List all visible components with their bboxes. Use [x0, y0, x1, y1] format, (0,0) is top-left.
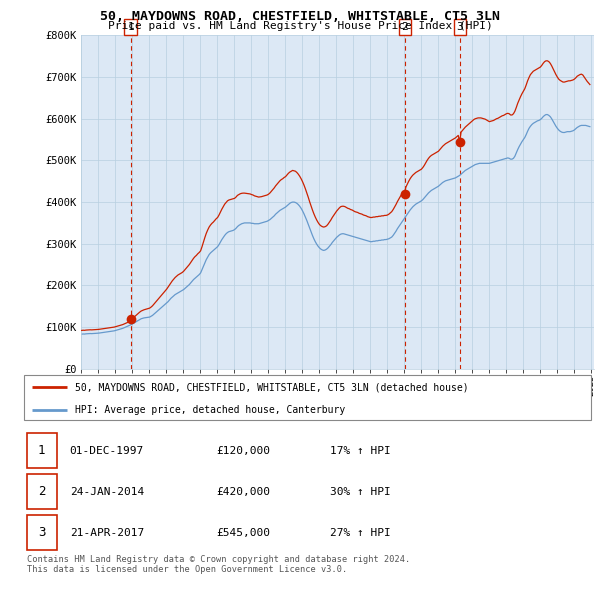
Text: £120,000: £120,000 [216, 446, 270, 455]
Text: 2: 2 [38, 485, 46, 498]
Text: Contains HM Land Registry data © Crown copyright and database right 2024.
This d: Contains HM Land Registry data © Crown c… [27, 555, 410, 574]
Text: 17% ↑ HPI: 17% ↑ HPI [331, 446, 391, 455]
Text: 50, MAYDOWNS ROAD, CHESTFIELD, WHITSTABLE, CT5 3LN (detached house): 50, MAYDOWNS ROAD, CHESTFIELD, WHITSTABL… [76, 382, 469, 392]
Text: 01-DEC-1997: 01-DEC-1997 [70, 446, 144, 455]
FancyBboxPatch shape [27, 474, 56, 509]
FancyBboxPatch shape [27, 434, 56, 468]
Text: HPI: Average price, detached house, Canterbury: HPI: Average price, detached house, Cant… [76, 405, 346, 415]
Text: 2: 2 [401, 22, 409, 32]
Text: 30% ↑ HPI: 30% ↑ HPI [331, 487, 391, 497]
Text: 3: 3 [457, 22, 463, 32]
Text: 21-APR-2017: 21-APR-2017 [70, 527, 144, 537]
FancyBboxPatch shape [27, 515, 56, 550]
Text: 50, MAYDOWNS ROAD, CHESTFIELD, WHITSTABLE, CT5 3LN: 50, MAYDOWNS ROAD, CHESTFIELD, WHITSTABL… [100, 10, 500, 23]
Text: Price paid vs. HM Land Registry's House Price Index (HPI): Price paid vs. HM Land Registry's House … [107, 21, 493, 31]
Text: 1: 1 [127, 22, 134, 32]
Text: 1: 1 [38, 444, 46, 457]
Text: £545,000: £545,000 [216, 527, 270, 537]
FancyBboxPatch shape [24, 375, 591, 421]
Text: £420,000: £420,000 [216, 487, 270, 497]
Text: 3: 3 [38, 526, 46, 539]
Text: 24-JAN-2014: 24-JAN-2014 [70, 487, 144, 497]
Text: 27% ↑ HPI: 27% ↑ HPI [331, 527, 391, 537]
